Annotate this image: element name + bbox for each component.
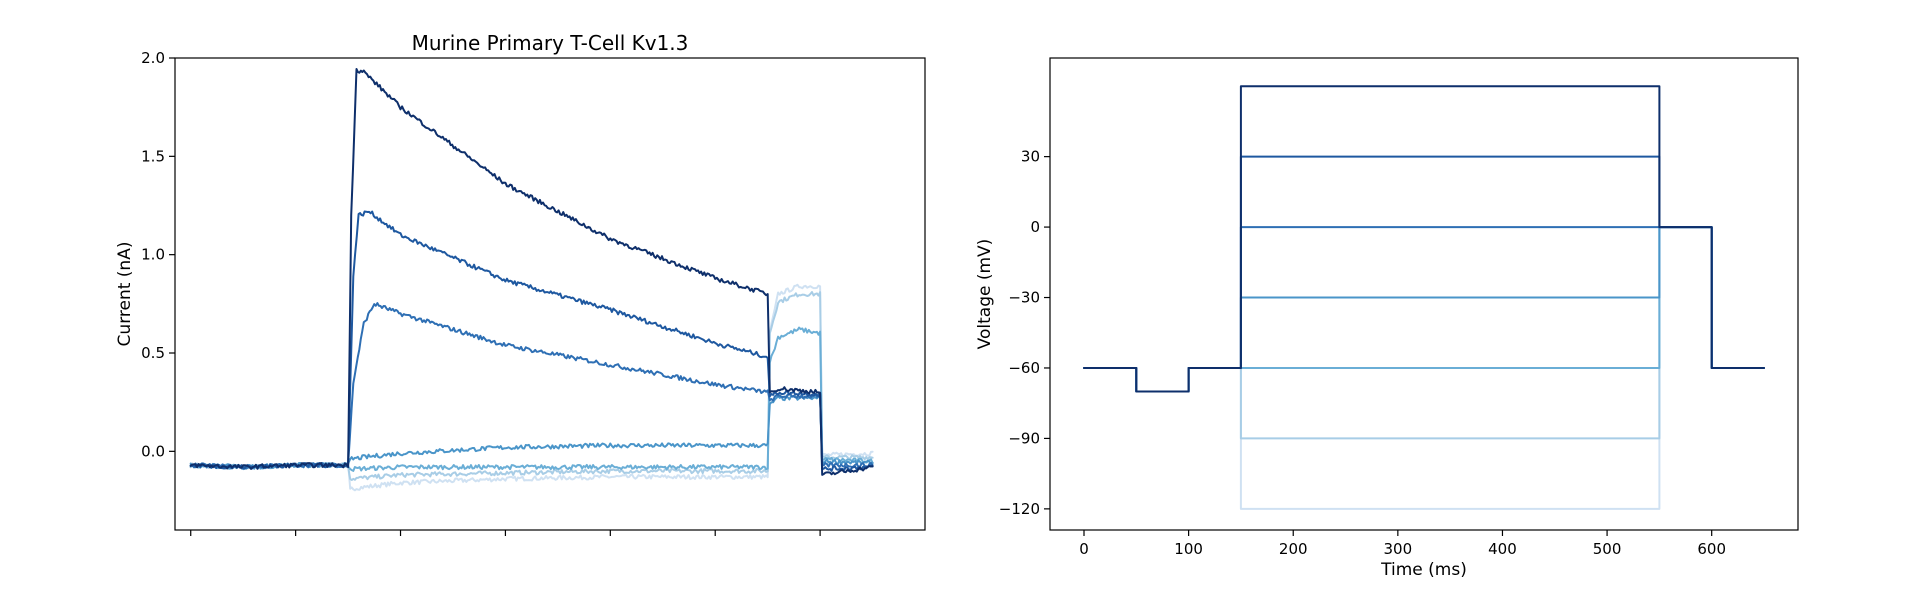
- current-plot-title: Murine Primary T-Cell Kv1.3: [412, 31, 689, 55]
- current-y-tick-label: 2.0: [141, 49, 165, 67]
- current-axis-ticks: 0.0 0.5 1.0 1.5 2.0: [141, 49, 821, 536]
- voltage-y-tick-label: −120: [999, 500, 1040, 518]
- voltage-plot: Voltage (mV) Time (ms) 0 100 200 300 400 500 6…: [975, 57, 1799, 580]
- current-plot: Murine Primary T-Cell Kv1.3 Current (nA)…: [115, 31, 926, 536]
- current-y-axis-label: Current (nA): [115, 242, 135, 347]
- voltage-plot-frame: [1049, 57, 1799, 531]
- voltage-x-tick-label: 100: [1174, 540, 1203, 558]
- current-trace: [189, 210, 874, 472]
- voltage-y-tick-label: −60: [1008, 359, 1040, 377]
- voltage-x-tick-label: 0: [1079, 540, 1089, 558]
- current-trace: [189, 68, 874, 476]
- voltage-traces: [1083, 85, 1765, 510]
- current-y-tick-label: 1.5: [141, 147, 165, 165]
- current-plot-frame: [174, 57, 926, 531]
- voltage-x-tick-label: 400: [1488, 540, 1517, 558]
- current-traces: [189, 68, 874, 492]
- voltage-x-tick-label: 300: [1384, 540, 1413, 558]
- voltage-y-tick-label: −30: [1008, 289, 1040, 307]
- voltage-axis-ticks: 0 100 200 300 400 500 600 −120 −90 −60 −30 0 30: [999, 148, 1726, 558]
- voltage-y-tick-label: 0: [1030, 218, 1040, 236]
- current-y-tick-label: 1.0: [141, 246, 165, 264]
- voltage-y-axis-label: Voltage (mV): [975, 239, 995, 350]
- voltage-y-tick-label: −90: [1008, 429, 1040, 447]
- voltage-y-tick-label: 30: [1021, 148, 1040, 166]
- voltage-x-tick-label: 200: [1279, 540, 1308, 558]
- voltage-x-tick-label: 500: [1593, 540, 1622, 558]
- current-y-tick-label: 0.5: [141, 344, 165, 362]
- voltage-x-tick-label: 600: [1697, 540, 1726, 558]
- voltage-x-axis-label: Time (ms): [1380, 560, 1467, 580]
- voltage-trace: [1083, 85, 1765, 393]
- current-y-tick-label: 0.0: [141, 442, 165, 460]
